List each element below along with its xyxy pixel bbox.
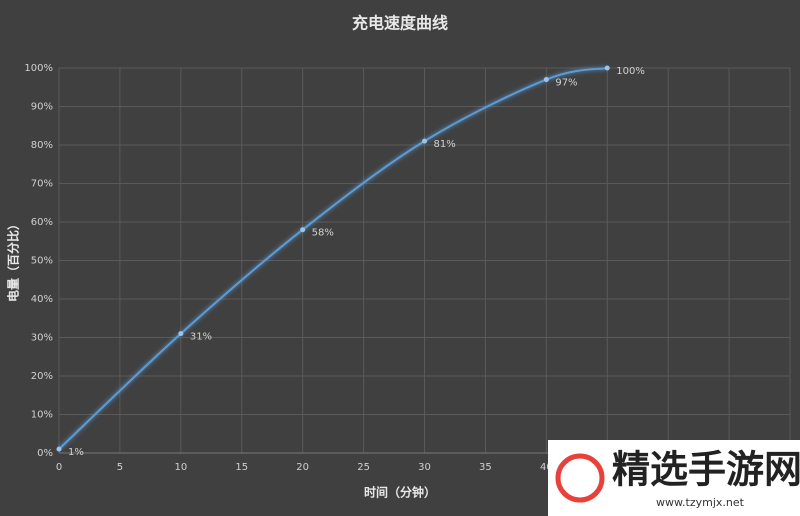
x-tick-label: 40 (540, 462, 553, 473)
line (58, 67, 608, 450)
watermark-box (548, 440, 800, 516)
y-tick-label: 60% (31, 217, 53, 228)
y-tick-label: 90% (31, 102, 53, 113)
y-tick-label: 40% (31, 294, 53, 305)
point (300, 227, 306, 233)
point (604, 65, 610, 71)
x-tick-label: 0 (56, 462, 62, 473)
watermark: 精选手游网 www.tzymjx.net (548, 440, 800, 516)
y-tick-label: 0% (37, 448, 53, 459)
point (178, 331, 184, 337)
y-axis-title: 电量（百分比） (6, 218, 21, 302)
x-axis-title: 时间（分钟） (364, 485, 436, 500)
data-label: 31% (190, 332, 212, 343)
y-tick-label: 80% (31, 140, 53, 151)
y-tick-label: 100% (24, 63, 53, 74)
y-tick-label: 20% (31, 371, 53, 382)
watermark-logo (555, 453, 605, 503)
chart-title: 充电速度曲线 (352, 14, 448, 33)
data-label: 100% (616, 66, 645, 77)
x-tick-label: 25 (357, 462, 370, 473)
watermark-url: www.tzymjx.net (656, 496, 745, 509)
point (543, 77, 549, 83)
y-tick-label: 70% (31, 179, 53, 190)
y-tick-label: 10% (31, 410, 53, 421)
data-label: 1% (68, 447, 84, 458)
point (56, 446, 62, 452)
y-tick-label: 50% (31, 256, 53, 267)
y-tick-label: 30% (31, 333, 53, 344)
x-tick-label: 5 (117, 462, 123, 473)
data-label: 58% (312, 228, 334, 239)
data-label: 97% (555, 78, 577, 89)
x-tick-label: 35 (479, 462, 492, 473)
x-tick-label: 30 (418, 462, 431, 473)
x-tick-label: 20 (296, 462, 309, 473)
watermark-title: 精选手游网 (612, 448, 800, 492)
x-tick-label: 15 (235, 462, 248, 473)
data-label: 81% (434, 139, 456, 150)
x-tick-label: 10 (174, 462, 187, 473)
point (422, 138, 427, 144)
